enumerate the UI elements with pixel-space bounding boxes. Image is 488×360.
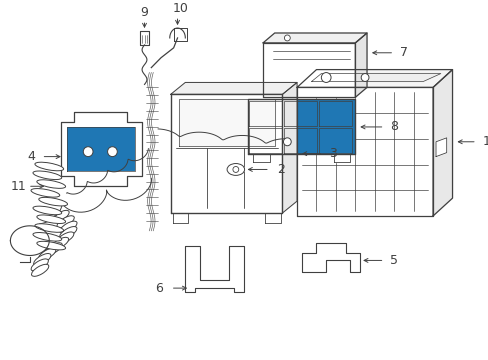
Polygon shape (263, 33, 366, 43)
Polygon shape (170, 94, 282, 213)
Ellipse shape (45, 243, 62, 255)
Text: 11: 11 (10, 180, 26, 193)
Ellipse shape (51, 237, 68, 249)
Polygon shape (67, 127, 135, 171)
Text: 5: 5 (389, 254, 397, 267)
Polygon shape (319, 128, 352, 153)
Ellipse shape (226, 163, 244, 175)
Polygon shape (172, 213, 188, 223)
Polygon shape (249, 128, 282, 153)
Circle shape (83, 147, 93, 157)
Ellipse shape (34, 253, 51, 266)
Circle shape (232, 166, 238, 172)
Polygon shape (263, 43, 355, 97)
Ellipse shape (39, 197, 67, 206)
Ellipse shape (33, 206, 61, 215)
Polygon shape (249, 101, 282, 126)
Text: 3: 3 (328, 147, 336, 160)
Polygon shape (432, 69, 451, 216)
Ellipse shape (57, 216, 74, 228)
Text: 7: 7 (399, 46, 407, 59)
Ellipse shape (57, 232, 74, 244)
Ellipse shape (35, 224, 63, 232)
Circle shape (107, 147, 117, 157)
Polygon shape (319, 101, 352, 126)
Ellipse shape (35, 162, 63, 171)
Polygon shape (296, 69, 451, 87)
Circle shape (321, 73, 330, 82)
Polygon shape (185, 246, 243, 292)
Polygon shape (178, 99, 274, 146)
Text: 6: 6 (155, 282, 163, 294)
Ellipse shape (60, 226, 77, 239)
Text: 9: 9 (140, 6, 148, 19)
Polygon shape (253, 154, 269, 162)
Ellipse shape (31, 189, 60, 197)
Ellipse shape (37, 215, 65, 224)
Polygon shape (264, 213, 280, 223)
Text: 8: 8 (389, 121, 397, 134)
Polygon shape (282, 82, 296, 213)
Ellipse shape (37, 180, 65, 188)
Ellipse shape (39, 248, 56, 260)
Polygon shape (173, 28, 187, 41)
Ellipse shape (33, 171, 61, 180)
Text: 10: 10 (172, 2, 188, 15)
Polygon shape (284, 101, 317, 126)
Polygon shape (61, 112, 142, 186)
Text: 2: 2 (277, 163, 285, 176)
Polygon shape (435, 138, 446, 157)
Polygon shape (301, 243, 360, 272)
Circle shape (361, 73, 368, 81)
Ellipse shape (52, 210, 69, 222)
Polygon shape (284, 128, 317, 153)
Text: 4: 4 (28, 150, 36, 163)
Ellipse shape (31, 264, 49, 276)
Circle shape (284, 35, 290, 41)
Ellipse shape (60, 221, 77, 233)
Polygon shape (170, 82, 296, 94)
Ellipse shape (37, 241, 65, 250)
Polygon shape (248, 99, 355, 154)
Polygon shape (333, 154, 350, 162)
Polygon shape (296, 87, 432, 216)
Ellipse shape (31, 259, 48, 271)
Circle shape (283, 138, 291, 146)
Polygon shape (355, 33, 366, 97)
Text: 1: 1 (482, 135, 488, 148)
Polygon shape (140, 31, 149, 45)
Polygon shape (311, 73, 440, 81)
Ellipse shape (33, 233, 61, 241)
